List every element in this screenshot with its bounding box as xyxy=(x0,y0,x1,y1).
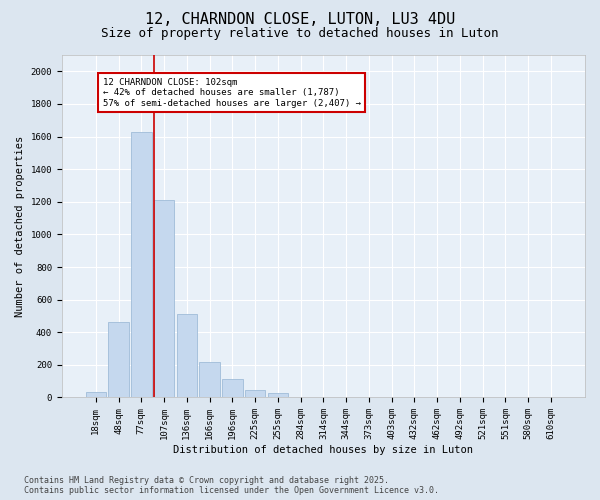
Text: Contains HM Land Registry data © Crown copyright and database right 2025.
Contai: Contains HM Land Registry data © Crown c… xyxy=(24,476,439,495)
X-axis label: Distribution of detached houses by size in Luton: Distribution of detached houses by size … xyxy=(173,445,473,455)
Y-axis label: Number of detached properties: Number of detached properties xyxy=(15,136,25,317)
Bar xyxy=(245,390,265,398)
Text: 12, CHARNDON CLOSE, LUTON, LU3 4DU: 12, CHARNDON CLOSE, LUTON, LU3 4DU xyxy=(145,12,455,28)
Bar xyxy=(86,392,106,398)
Bar xyxy=(222,378,242,398)
Bar xyxy=(176,314,197,398)
Text: 12 CHARNDON CLOSE: 102sqm
← 42% of detached houses are smaller (1,787)
57% of se: 12 CHARNDON CLOSE: 102sqm ← 42% of detac… xyxy=(103,78,361,108)
Bar xyxy=(131,132,152,398)
Bar xyxy=(199,362,220,398)
Bar xyxy=(109,322,129,398)
Bar xyxy=(268,394,288,398)
Text: Size of property relative to detached houses in Luton: Size of property relative to detached ho… xyxy=(101,28,499,40)
Bar xyxy=(154,200,175,398)
